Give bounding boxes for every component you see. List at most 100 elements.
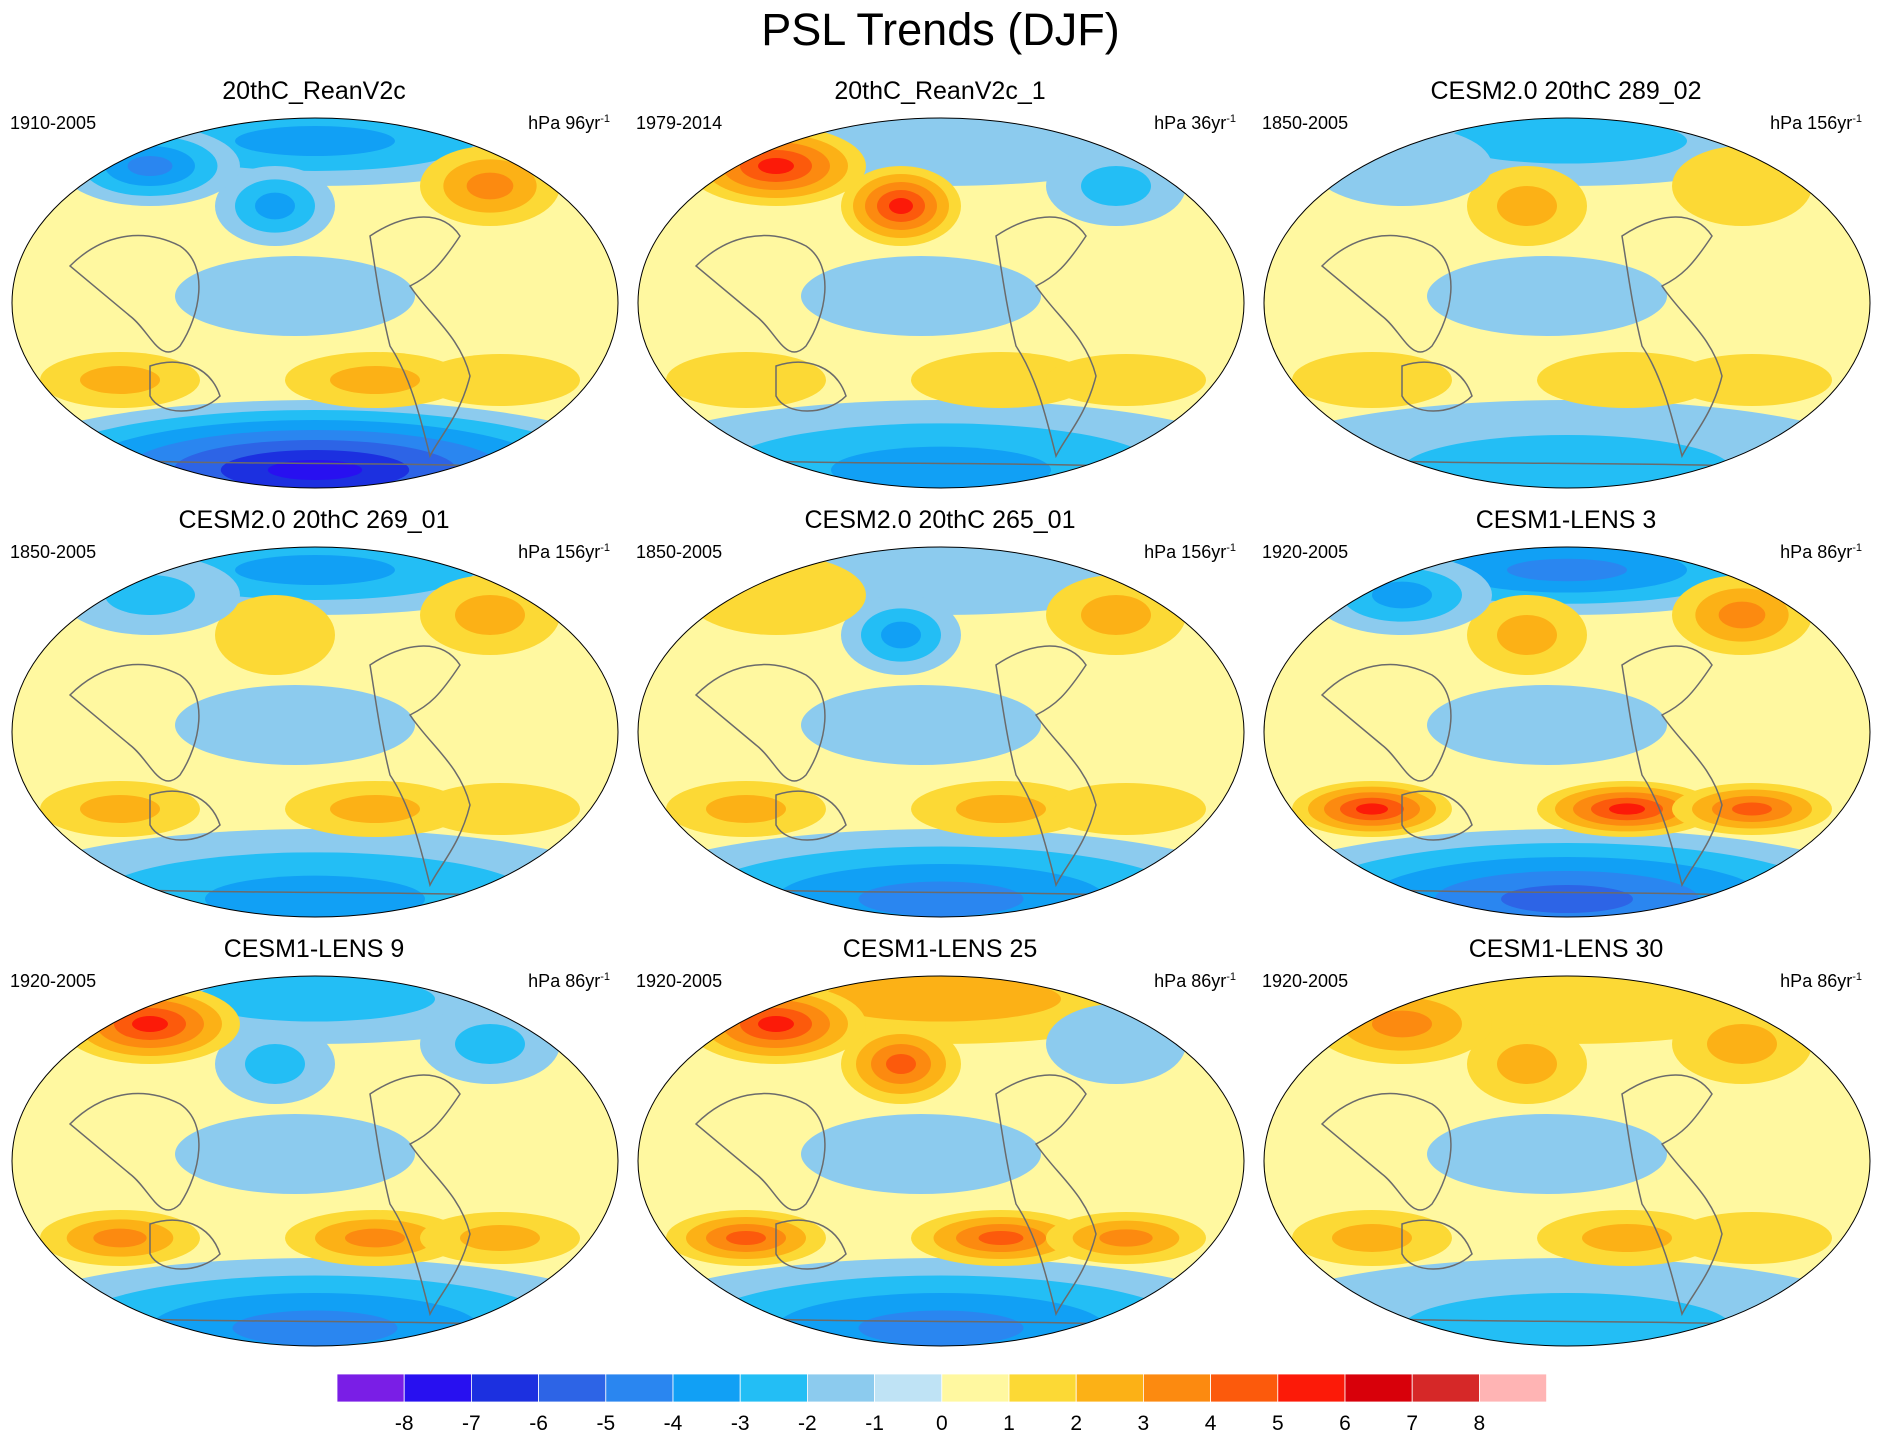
tropical-contour (1427, 256, 1667, 336)
map-panel: CESM2.0 20thC 269_01 1850-2005 hPa 156yr-1 (0, 505, 628, 925)
coastline (1301, 1074, 1863, 1325)
subtropical-high-contour (1356, 803, 1388, 815)
eurasia-contour (1372, 1010, 1432, 1038)
coastline (49, 216, 611, 467)
coastline (675, 1074, 1237, 1325)
colorbar-tick-label: 2 (1070, 1412, 1083, 1435)
tropical-contour (175, 256, 415, 336)
north-pacific-contour (889, 198, 913, 214)
north-atlantic-contour (1672, 146, 1812, 226)
subtropical-high-contour (1046, 354, 1206, 406)
subtropical-high-contour (1099, 1229, 1153, 1247)
north-atlantic-contour (466, 172, 514, 200)
colorbar-tick-label: -2 (798, 1412, 817, 1435)
panel-units: hPa 86yr-1 (528, 971, 610, 991)
panel-title: CESM1-LENS 3 (1475, 506, 1657, 534)
panel-title: CESM1-LENS 25 (842, 935, 1038, 963)
subtropical-high-contour (93, 1228, 147, 1248)
colorbar-swatch (1008, 1374, 1077, 1403)
eurasia-contour (758, 1016, 794, 1032)
eurasia-contour (132, 1016, 168, 1032)
panel-title: CESM1-LENS 30 (1468, 935, 1664, 963)
panel-period: 1979-2014 (636, 113, 723, 133)
colorbar-swatch (337, 1374, 405, 1403)
subtropical-high-contour (1609, 803, 1645, 815)
panel-title: 20thC_ReanV2c (222, 77, 406, 105)
map-border (1263, 117, 1871, 489)
panel-period: 1920-2005 (636, 971, 723, 991)
colorbar-swatch (1277, 1374, 1346, 1403)
map-panel: 20thC_ReanV2c 1910-2005 hPa 96yr-1 (0, 76, 628, 496)
arctic-contour (821, 976, 1061, 1022)
tropical-contour (801, 256, 1041, 336)
north-pacific-contour (1497, 186, 1557, 226)
panel-units: hPa 156yr-1 (1144, 542, 1236, 562)
colorbar-swatch (470, 1374, 539, 1403)
colorbar-tick-label: 5 (1271, 1412, 1284, 1435)
coastline (675, 216, 1237, 467)
map-border (11, 117, 619, 489)
colorbar-tick-label: 4 (1204, 1412, 1217, 1435)
southern-ocean-contour (858, 881, 1024, 917)
tropical-contour (175, 685, 415, 765)
map (637, 546, 1245, 918)
colorbar-swatch (1479, 1374, 1547, 1403)
colorbar-tick-label: -7 (462, 1412, 481, 1435)
eurasia-contour (1312, 126, 1492, 206)
tropical-contour (175, 1114, 415, 1194)
arctic-contour (1447, 118, 1687, 164)
colorbar-tick-label: 3 (1137, 1412, 1150, 1435)
subtropical-high-contour (978, 1231, 1024, 1245)
colorbar-swatch (538, 1374, 607, 1403)
panel-units: hPa 156yr-1 (1770, 113, 1862, 133)
subtropical-high-contour (330, 366, 420, 394)
north-pacific-contour (215, 595, 335, 675)
coastline (49, 645, 611, 896)
eurasia-contour (105, 575, 195, 615)
southern-ocean-contour (858, 1310, 1024, 1346)
panel-units: hPa 156yr-1 (518, 542, 610, 562)
map (1263, 117, 1871, 489)
subtropical-high-contour (1582, 1224, 1672, 1252)
subtropical-high-contour (345, 1228, 405, 1248)
north-atlantic-contour (1718, 601, 1766, 629)
panel-period: 1850-2005 (10, 542, 97, 562)
map (637, 117, 1245, 489)
map (11, 975, 619, 1347)
panel-period: 1910-2005 (10, 113, 97, 133)
tropical-contour (1427, 1114, 1667, 1194)
tropical-contour (801, 685, 1041, 765)
colorbar-swatch (605, 1374, 674, 1403)
colorbar-tick-label: 0 (935, 1412, 948, 1435)
subtropical-high-contour (956, 795, 1046, 823)
arctic-contour (1507, 558, 1627, 582)
panel-title: CESM2.0 20thC 289_02 (1430, 77, 1702, 105)
map-border (11, 546, 619, 918)
colorbar-swatch (1411, 1374, 1480, 1403)
panel-period: 1850-2005 (1262, 113, 1349, 133)
tropical-contour (801, 1114, 1041, 1194)
subtropical-high-contour (1672, 354, 1832, 406)
colorbar-swatch (1075, 1374, 1144, 1403)
north-pacific-contour (881, 621, 921, 649)
colorbar-swatch (739, 1374, 808, 1403)
coastline (675, 645, 1237, 896)
map-border (637, 117, 1245, 489)
panel-units: hPa 86yr-1 (1780, 971, 1862, 991)
north-atlantic-contour (1081, 595, 1151, 635)
map-border (637, 975, 1245, 1347)
colorbar-tick-label: -1 (865, 1412, 884, 1435)
eurasia-contour (758, 158, 794, 174)
colorbar-tick-label: 8 (1473, 1412, 1486, 1435)
map-panel: CESM1-LENS 30 1920-2005 hPa 86yr-1 (1252, 934, 1880, 1354)
map (11, 117, 619, 489)
panel-title: CESM1-LENS 9 (223, 935, 405, 963)
colorbar-tick-label: -6 (529, 1412, 548, 1435)
eurasia-contour (686, 555, 866, 635)
panel-units: hPa 96yr-1 (528, 113, 610, 133)
subtropical-high-contour (666, 352, 826, 408)
panel-units: hPa 36yr-1 (1154, 113, 1236, 133)
north-pacific-contour (886, 1054, 916, 1074)
map-panel: CESM1-LENS 3 1920-2005 hPa 86yr-1 (1252, 505, 1880, 925)
north-atlantic-contour (455, 1024, 525, 1064)
